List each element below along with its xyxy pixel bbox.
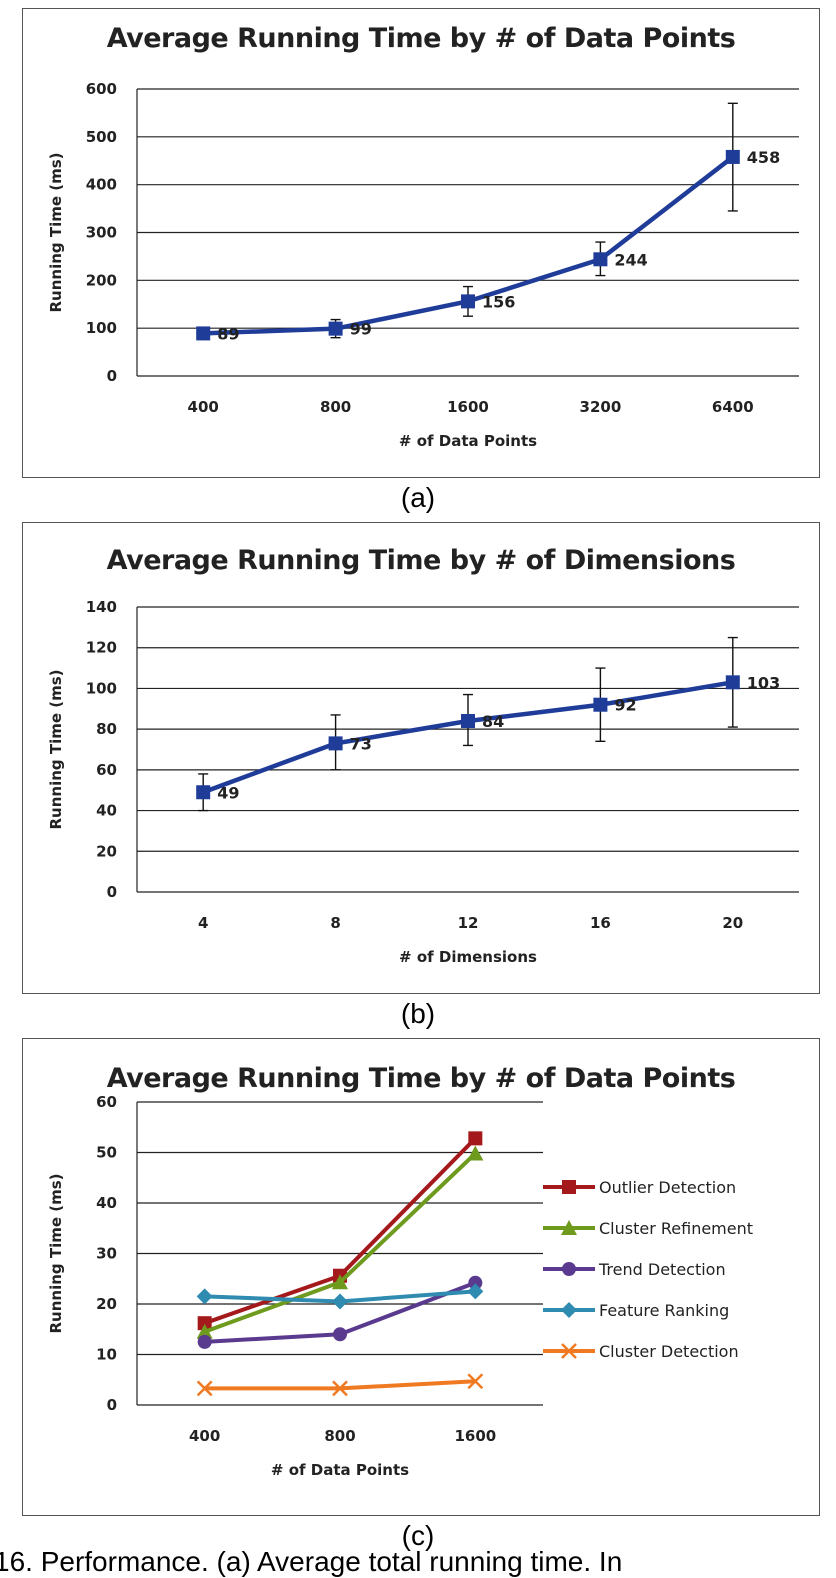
marker-circle bbox=[468, 1275, 483, 1290]
x-tick-label: 6400 bbox=[712, 398, 754, 416]
y-tick-label: 500 bbox=[86, 128, 117, 146]
y-tick-label: 60 bbox=[96, 761, 117, 779]
y-tick-label: 40 bbox=[96, 1194, 117, 1212]
chart-title: Average Running Time by # of Data Points bbox=[106, 1063, 736, 1094]
marker-triangle bbox=[467, 1145, 484, 1161]
x-tick-label: 16 bbox=[590, 914, 611, 932]
marker-triangle bbox=[196, 1323, 213, 1339]
y-tick-label: 100 bbox=[86, 679, 117, 697]
y-axis-label: Running Time (ms) bbox=[47, 152, 65, 312]
y-tick-label: 140 bbox=[86, 598, 117, 616]
marker-triangle bbox=[332, 1274, 348, 1290]
y-tick-label: 0 bbox=[107, 883, 117, 901]
chart-svg-b: 0 20 40 60 80 100 120 140 4 8 12 16 20 # of Dimension… bbox=[47, 598, 799, 966]
marker-x bbox=[561, 1343, 577, 1359]
data-label: 92 bbox=[614, 696, 636, 715]
y-tick-label: 50 bbox=[96, 1144, 117, 1162]
chart-svg-c: 0 10 20 30 40 50 60 400 800 1600 # of Data Points R… bbox=[47, 1093, 753, 1479]
y-tick-label: 600 bbox=[86, 80, 117, 98]
marker-square bbox=[593, 697, 608, 712]
marker-square bbox=[725, 149, 740, 164]
marker-square bbox=[461, 714, 475, 728]
x-tick-label: 400 bbox=[189, 1427, 220, 1445]
chart-panel-b: Average Running Time by # of Dimensions … bbox=[22, 522, 820, 994]
legend-label: Outlier Detection bbox=[599, 1178, 736, 1197]
marker-circle bbox=[333, 1327, 347, 1342]
marker-circle bbox=[197, 1334, 212, 1349]
marker-x bbox=[196, 1380, 213, 1397]
x-tick-label: 800 bbox=[320, 398, 351, 416]
data-label: 244 bbox=[614, 250, 647, 269]
marker-square bbox=[725, 675, 740, 690]
y-tick-label: 0 bbox=[107, 1396, 117, 1414]
y-tick-label: 40 bbox=[96, 802, 117, 820]
data-label: 89 bbox=[217, 324, 239, 343]
marker-x bbox=[467, 1373, 484, 1390]
y-tick-label: 120 bbox=[86, 639, 117, 657]
x-tick-label: 12 bbox=[458, 914, 479, 932]
data-label: 99 bbox=[350, 320, 372, 339]
y-tick-label: 30 bbox=[96, 1245, 117, 1263]
legend-label: Cluster Refinement bbox=[599, 1219, 753, 1238]
y-tick-label: 100 bbox=[86, 319, 117, 337]
x-tick-label: 20 bbox=[722, 914, 743, 932]
data-label: 49 bbox=[217, 783, 239, 802]
y-axis-label: Running Time (ms) bbox=[47, 1173, 65, 1333]
marker-square bbox=[468, 1131, 483, 1146]
x-tick-label: 3200 bbox=[580, 398, 622, 416]
y-tick-label: 60 bbox=[96, 1093, 117, 1111]
panel-caption-b: (b) bbox=[400, 998, 436, 1029]
data-label: 103 bbox=[747, 673, 780, 692]
y-tick-label: 80 bbox=[96, 720, 117, 738]
data-label: 73 bbox=[350, 734, 372, 753]
marker-triangle bbox=[561, 1220, 577, 1235]
x-tick-label: 1600 bbox=[454, 1427, 496, 1445]
y-tick-label: 20 bbox=[96, 1295, 117, 1313]
x-tick-label: 8 bbox=[330, 914, 340, 932]
y-tick-label: 20 bbox=[96, 842, 117, 860]
chart-title: Average Running Time by # of Dimensions bbox=[106, 545, 736, 576]
x-axis-label: # of Data Points bbox=[271, 1461, 409, 1479]
x-tick-label: 4 bbox=[198, 914, 208, 932]
y-tick-label: 200 bbox=[86, 271, 117, 289]
y-axis-label: Running Time (ms) bbox=[47, 669, 65, 829]
legend-label: Cluster Detection bbox=[599, 1342, 739, 1361]
y-tick-label: 300 bbox=[86, 224, 117, 242]
marker-diamond bbox=[196, 1288, 213, 1305]
data-label: 156 bbox=[482, 292, 515, 311]
marker-square bbox=[328, 321, 343, 336]
x-axis-label: # of Data Points bbox=[399, 432, 537, 450]
marker-circle bbox=[562, 1262, 576, 1276]
chart-title: Average Running Time by # of Data Points bbox=[106, 23, 736, 54]
data-label: 84 bbox=[482, 712, 504, 731]
chart-panel-a: Average Running Time by # of Data Points… bbox=[22, 8, 820, 478]
x-tick-label: 400 bbox=[188, 398, 219, 416]
marker-square bbox=[461, 294, 475, 309]
y-tick-label: 10 bbox=[96, 1346, 117, 1364]
marker-square bbox=[562, 1180, 576, 1194]
marker-square bbox=[197, 1316, 212, 1331]
panel-caption-a: (a) bbox=[400, 482, 436, 513]
marker-diamond bbox=[467, 1283, 484, 1300]
x-tick-label: 800 bbox=[324, 1427, 355, 1445]
x-axis-label: # of Dimensions bbox=[399, 948, 537, 966]
marker-square bbox=[196, 785, 211, 800]
y-tick-label: 400 bbox=[86, 176, 117, 194]
marker-square bbox=[196, 326, 211, 341]
legend-label: Feature Ranking bbox=[599, 1301, 729, 1320]
figure-caption-text: 16. Performance. (a) Average total runni… bbox=[0, 1546, 623, 1577]
panel-caption-c: (c) bbox=[401, 1520, 435, 1551]
x-tick-label: 1600 bbox=[447, 398, 489, 416]
y-tick-label: 0 bbox=[107, 367, 117, 385]
marker-x bbox=[332, 1380, 348, 1397]
marker-square bbox=[593, 252, 608, 267]
chart-panel-c: Average Running Time by # of Data Points… bbox=[22, 1038, 820, 1516]
marker-diamond bbox=[561, 1302, 577, 1318]
marker-diamond bbox=[332, 1293, 348, 1310]
legend-label: Trend Detection bbox=[598, 1260, 726, 1279]
marker-square bbox=[328, 736, 343, 751]
data-label: 458 bbox=[747, 148, 780, 167]
chart-svg-a: 0 100 200 300 400 500 600 400 800 1600 3200 6400 # o… bbox=[47, 80, 799, 450]
